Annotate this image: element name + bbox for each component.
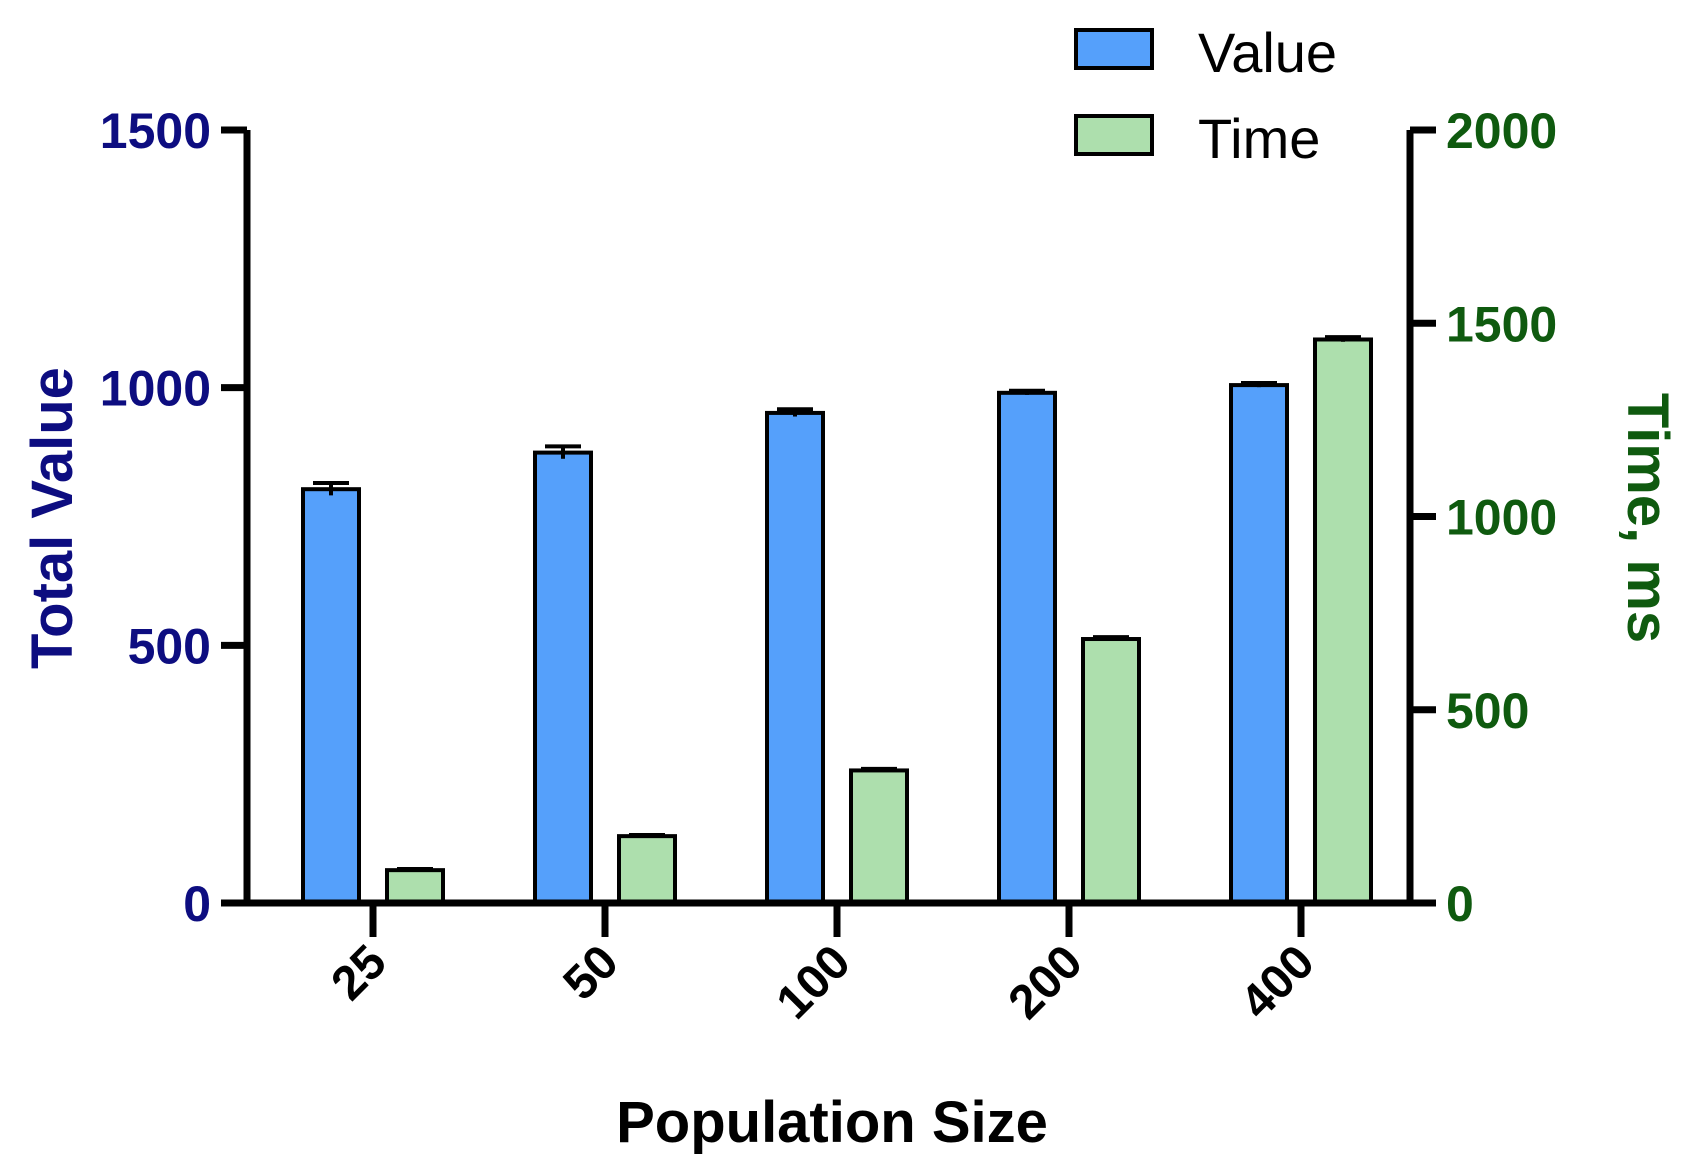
bar-value-25 (301, 487, 361, 905)
y-right-tick-label-2000: 2000 (1446, 103, 1557, 159)
x-axis-title: Population Size (616, 1090, 1048, 1155)
y-right-tick-label-1000: 1000 (1446, 490, 1557, 546)
y-right-axis-title: Time, ms (1615, 393, 1680, 643)
y-right-tick-label-1500: 1500 (1446, 296, 1557, 352)
bar-time-50 (617, 834, 677, 905)
legend-label-time: Time (1198, 107, 1320, 170)
x-tick-label-200: 200 (999, 935, 1093, 1029)
legend: Value Time (1074, 21, 1337, 170)
bar-value-50 (533, 450, 593, 905)
y-right-tick-label-500: 500 (1446, 683, 1529, 739)
bar-time-25 (385, 868, 445, 906)
y-left-axis-title: Total Value (20, 367, 85, 669)
x-tick-label-25: 25 (322, 935, 397, 1010)
y-right-tick-label-0: 0 (1446, 876, 1474, 932)
x-tick-label-400: 400 (1231, 935, 1325, 1029)
bars-layer (301, 335, 1373, 906)
bar-value-100 (765, 410, 825, 905)
bar-time-400 (1313, 337, 1373, 906)
x-tick-label-100: 100 (767, 935, 861, 1029)
bar-time-200 (1081, 637, 1141, 905)
bar-value-200 (997, 390, 1057, 905)
y-left-tick-label-1000: 1000 (100, 361, 211, 417)
bar-value-400 (1229, 383, 1289, 905)
legend-swatch-value (1074, 28, 1154, 70)
legend-swatch-time (1074, 114, 1154, 156)
y-left-tick-label-500: 500 (128, 618, 211, 674)
y-left-tick-label-0: 0 (183, 876, 211, 932)
legend-label-value: Value (1198, 21, 1337, 84)
y-left-tick-label-1500: 1500 (100, 103, 211, 159)
x-tick-label-50: 50 (554, 935, 629, 1010)
bar-time-100 (849, 768, 909, 905)
